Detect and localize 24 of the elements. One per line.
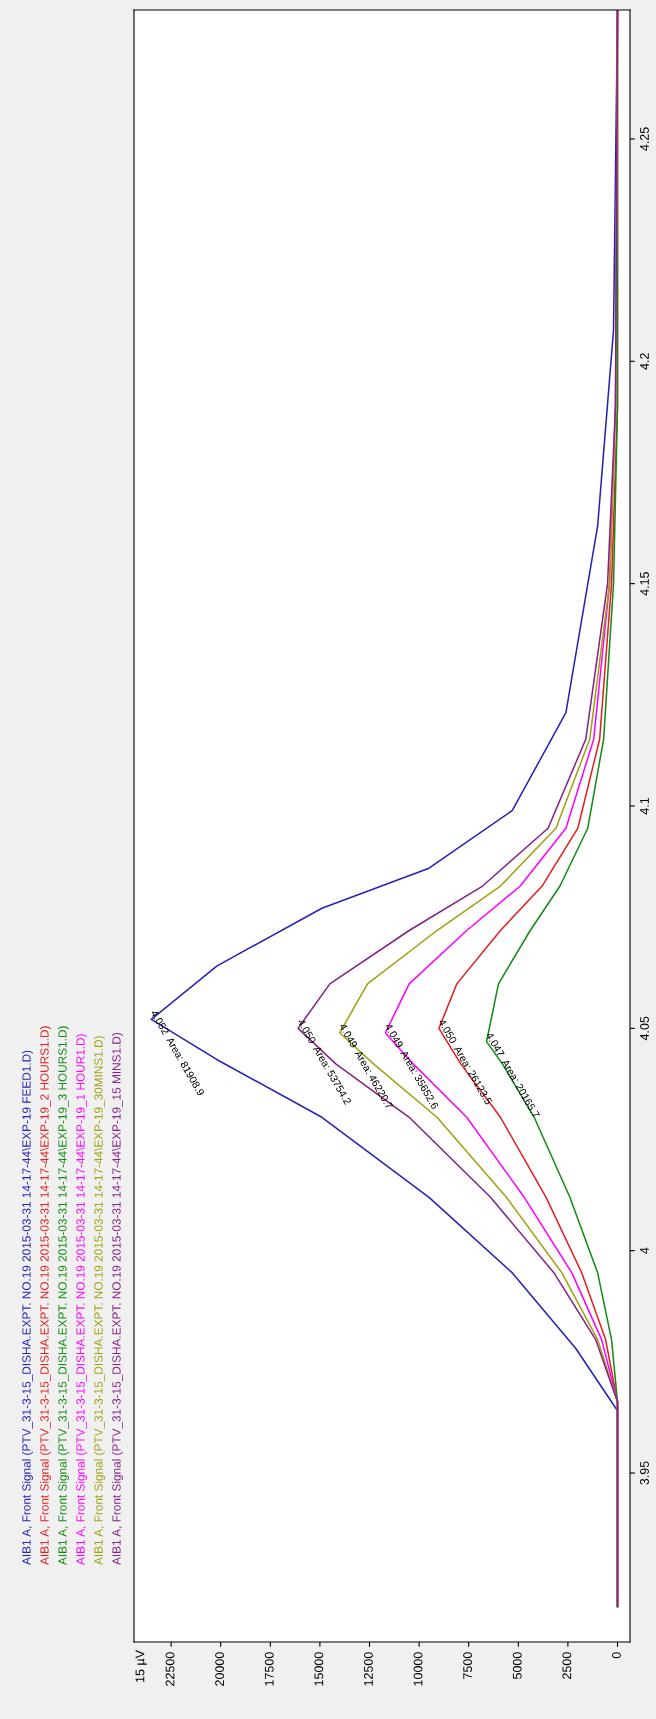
- y-tick-label: 3.95: [640, 1461, 649, 1485]
- text: AIB1 A, Front Signal (PTV_31-3-15_DISHA.EXPT. NO.19 2015-03-31 14-17-44\EXP-19_30MINS1.D): [94, 1036, 105, 1565]
- x-tick-label: 22500: [165, 1652, 175, 1686]
- x-tick-label: 12500: [364, 1652, 373, 1686]
- y-tick-label: 4.25: [640, 127, 649, 151]
- y-tick-label: 4.15: [640, 572, 649, 596]
- y-tick-label: 4: [640, 1247, 649, 1254]
- text: AIB1 A, Front Signal (PTV_31-3-15_DISHA.EXPT. NO.19 2015-03-31 14-17-44\EXP-19_1 HOUR1.D): [76, 1034, 87, 1565]
- text: AIB1 A, Front Signal (PTV_31-3-15_DISHA.EXPT. NO.19 2015-03-31 14-17-44\EXP-19_2 HOURS1.D): [40, 1026, 52, 1565]
- x-tick-label: 5000: [512, 1652, 522, 1680]
- x-tick-label: 10000: [413, 1652, 423, 1686]
- x-tick-label: 2500: [562, 1652, 572, 1679]
- y-tick-label: 4.05: [640, 1016, 649, 1041]
- x-tick-label: 20000: [215, 1652, 225, 1686]
- x-tick-label: 0: [612, 1652, 621, 1659]
- y-tick-label: 4.2: [640, 353, 649, 370]
- text: AIB1 A, Front Signal (PTV_31-3-15_DISHA.EXPT. NO.19 2015-03-31 14-17-44\EXP-19 FEED1.D): [22, 1050, 33, 1565]
- text: AIB1 A, Front Signal (PTV_31-3-15_DISHA.EXPT. NO.19 2015-03-31 14-17-44\EXP-19_15 MINS1.D): [112, 1032, 123, 1565]
- y-axis-title: 15 µV: [135, 1650, 147, 1682]
- text: AIB1 A, Front Signal (PTV_31-3-15_DISHA.EXPT. NO.19 2015-03-31 14-17-44\EXP-19_3 HOURS1.D): [58, 1026, 70, 1565]
- y-tick-label: 4.1: [640, 797, 649, 815]
- x-tick-label: 15000: [314, 1652, 324, 1686]
- x-tick-label: 7500: [463, 1652, 473, 1679]
- x-tick-label: 17500: [264, 1652, 274, 1686]
